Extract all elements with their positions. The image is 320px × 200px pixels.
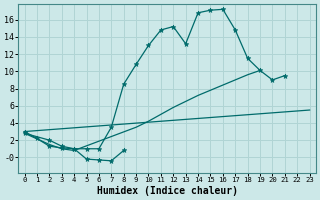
- X-axis label: Humidex (Indice chaleur): Humidex (Indice chaleur): [97, 186, 237, 196]
